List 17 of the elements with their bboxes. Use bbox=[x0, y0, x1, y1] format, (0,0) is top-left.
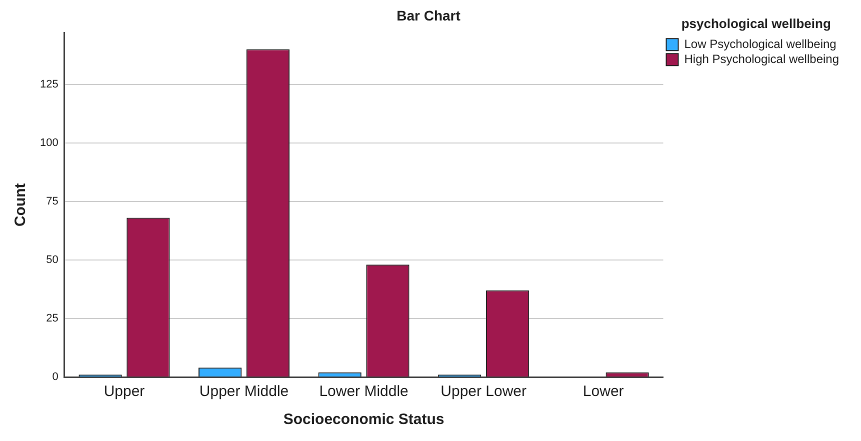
legend-label: Low Psychological wellbeing bbox=[684, 36, 836, 51]
y-tick-label: 0 bbox=[52, 371, 58, 384]
x-tick-label: Lower bbox=[582, 383, 624, 400]
x-tick-label: Upper bbox=[104, 383, 145, 400]
y-tick-label: 125 bbox=[40, 78, 58, 90]
y-tick-label: 50 bbox=[46, 254, 58, 266]
chart-title: Bar Chart bbox=[396, 7, 461, 24]
legend-label: High Psychological wellbeing bbox=[684, 52, 840, 66]
legend-title: psychological wellbeing bbox=[681, 16, 831, 32]
y-tick-label: 25 bbox=[46, 312, 58, 324]
x-tick-label: Lower Middle bbox=[319, 383, 408, 400]
x-axis-title: Socioeconomic Status bbox=[283, 411, 444, 428]
x-tick-label: Upper Middle bbox=[199, 383, 289, 400]
x-tick-label: Upper Lower bbox=[440, 383, 527, 400]
y-axis-title: Count bbox=[12, 183, 30, 227]
y-tick-label: 75 bbox=[46, 195, 58, 208]
y-tick-label: 100 bbox=[40, 136, 58, 149]
